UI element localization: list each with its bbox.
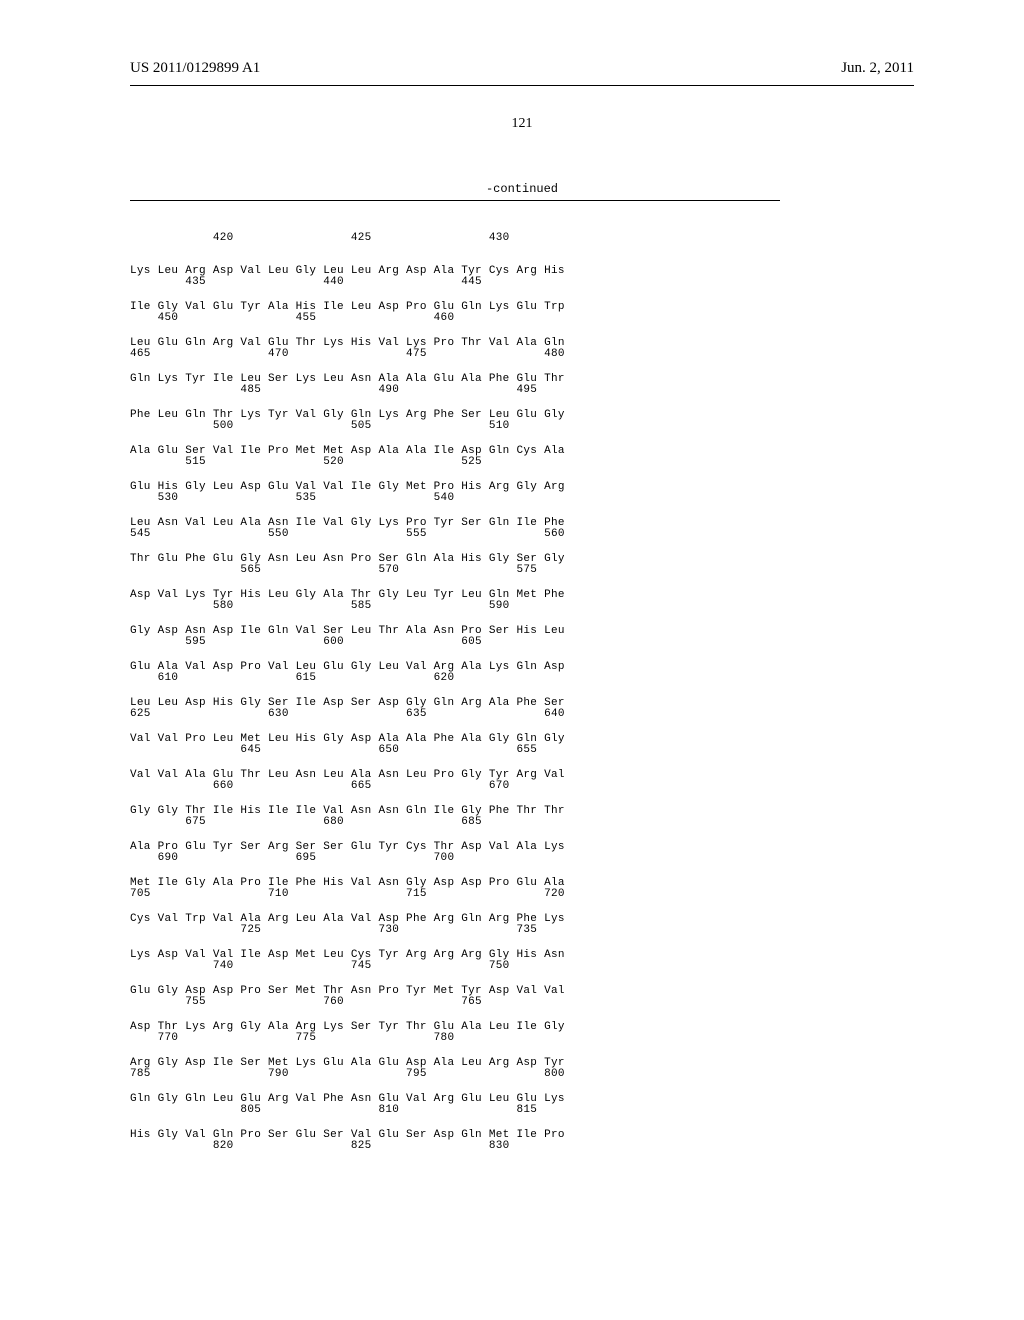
sequence-row: Arg Gly Asp Ile Ser Met Lys Glu Ala Glu … bbox=[130, 1058, 914, 1080]
position-number-line: 705 710 715 720 bbox=[130, 889, 914, 900]
position-number-line: 580 585 590 bbox=[130, 601, 914, 612]
sequence-row: Met Ile Gly Ala Pro Ile Phe His Val Asn … bbox=[130, 878, 914, 900]
publication-date: Jun. 2, 2011 bbox=[841, 60, 914, 77]
position-number-line: 690 695 700 bbox=[130, 853, 914, 864]
sequence-listing: 420 425 430 Lys Leu Arg Asp Val Leu Gly … bbox=[130, 211, 914, 1188]
sequence-row: Gly Asp Asn Asp Ile Gln Val Ser Leu Thr … bbox=[130, 626, 914, 648]
sequence-row: Leu Leu Asp His Gly Ser Ile Asp Ser Asp … bbox=[130, 698, 914, 720]
sequence-row: Glu Ala Val Asp Pro Val Leu Glu Gly Leu … bbox=[130, 662, 914, 684]
sequence-row: Lys Leu Arg Asp Val Leu Gly Leu Leu Arg … bbox=[130, 266, 914, 288]
sequence-row: Gly Gly Thr Ile His Ile Ile Val Asn Asn … bbox=[130, 806, 914, 828]
position-number-line: 805 810 815 bbox=[130, 1105, 914, 1116]
sequence-row: Ile Gly Val Glu Tyr Ala His Ile Leu Asp … bbox=[130, 302, 914, 324]
page-container: US 2011/0129899 A1 Jun. 2, 2011 121 -con… bbox=[0, 0, 1024, 1320]
position-number-line: 770 775 780 bbox=[130, 1033, 914, 1044]
sequence-row: Thr Glu Phe Glu Gly Asn Leu Asn Pro Ser … bbox=[130, 554, 914, 576]
position-number-line: 595 600 605 bbox=[130, 637, 914, 648]
position-number-line: 485 490 495 bbox=[130, 385, 914, 396]
position-number-line: 740 745 750 bbox=[130, 961, 914, 972]
sequence-row: Lys Asp Val Val Ile Asp Met Leu Cys Tyr … bbox=[130, 950, 914, 972]
sequence-row: Phe Leu Gln Thr Lys Tyr Val Gly Gln Lys … bbox=[130, 410, 914, 432]
sequence-rows: Lys Leu Arg Asp Val Leu Gly Leu Leu Arg … bbox=[130, 266, 914, 1152]
sequence-row: Val Val Pro Leu Met Leu His Gly Asp Ala … bbox=[130, 734, 914, 756]
position-number-line: 545 550 555 560 bbox=[130, 529, 914, 540]
sequence-top-rule bbox=[130, 200, 780, 201]
sequence-row: Leu Glu Gln Arg Val Glu Thr Lys His Val … bbox=[130, 338, 914, 360]
sequence-row: Gln Gly Gln Leu Glu Arg Val Phe Asn Glu … bbox=[130, 1094, 914, 1116]
sequence-row: Leu Asn Val Leu Ala Asn Ile Val Gly Lys … bbox=[130, 518, 914, 540]
header-rule bbox=[130, 85, 914, 86]
position-number-line: 725 730 735 bbox=[130, 925, 914, 936]
sequence-row: Asp Thr Lys Arg Gly Ala Arg Lys Ser Tyr … bbox=[130, 1022, 914, 1044]
position-number-line: 530 535 540 bbox=[130, 493, 914, 504]
sequence-row: Cys Val Trp Val Ala Arg Leu Ala Val Asp … bbox=[130, 914, 914, 936]
position-number-line: 515 520 525 bbox=[130, 457, 914, 468]
page-header: US 2011/0129899 A1 Jun. 2, 2011 bbox=[130, 60, 914, 77]
position-number-line: 645 650 655 bbox=[130, 745, 914, 756]
sequence-row: Ala Pro Glu Tyr Ser Arg Ser Ser Glu Tyr … bbox=[130, 842, 914, 864]
sequence-row: Glu Gly Asp Asp Pro Ser Met Thr Asn Pro … bbox=[130, 986, 914, 1008]
position-number-line: 625 630 635 640 bbox=[130, 709, 914, 720]
sequence-position-header: 420 425 430 bbox=[130, 233, 914, 244]
position-number-line: 820 825 830 bbox=[130, 1141, 914, 1152]
position-number-line: 500 505 510 bbox=[130, 421, 914, 432]
sequence-row: Ala Glu Ser Val Ile Pro Met Met Asp Ala … bbox=[130, 446, 914, 468]
position-number-line: 465 470 475 480 bbox=[130, 349, 914, 360]
page-number: 121 bbox=[130, 116, 914, 132]
position-number-line: 610 615 620 bbox=[130, 673, 914, 684]
continued-label: -continued bbox=[130, 182, 914, 196]
sequence-row: Val Val Ala Glu Thr Leu Asn Leu Ala Asn … bbox=[130, 770, 914, 792]
position-number-line: 675 680 685 bbox=[130, 817, 914, 828]
position-number-line: 785 790 795 800 bbox=[130, 1069, 914, 1080]
position-number-line: 755 760 765 bbox=[130, 997, 914, 1008]
position-number-line: 450 455 460 bbox=[130, 313, 914, 324]
publication-number: US 2011/0129899 A1 bbox=[130, 60, 260, 77]
position-number-line: 435 440 445 bbox=[130, 277, 914, 288]
sequence-row: Glu His Gly Leu Asp Glu Val Val Ile Gly … bbox=[130, 482, 914, 504]
sequence-row: His Gly Val Gln Pro Ser Glu Ser Val Glu … bbox=[130, 1130, 914, 1152]
sequence-row: Asp Val Lys Tyr His Leu Gly Ala Thr Gly … bbox=[130, 590, 914, 612]
position-number-line: 565 570 575 bbox=[130, 565, 914, 576]
position-number-line: 660 665 670 bbox=[130, 781, 914, 792]
sequence-row: Gln Lys Tyr Ile Leu Ser Lys Leu Asn Ala … bbox=[130, 374, 914, 396]
